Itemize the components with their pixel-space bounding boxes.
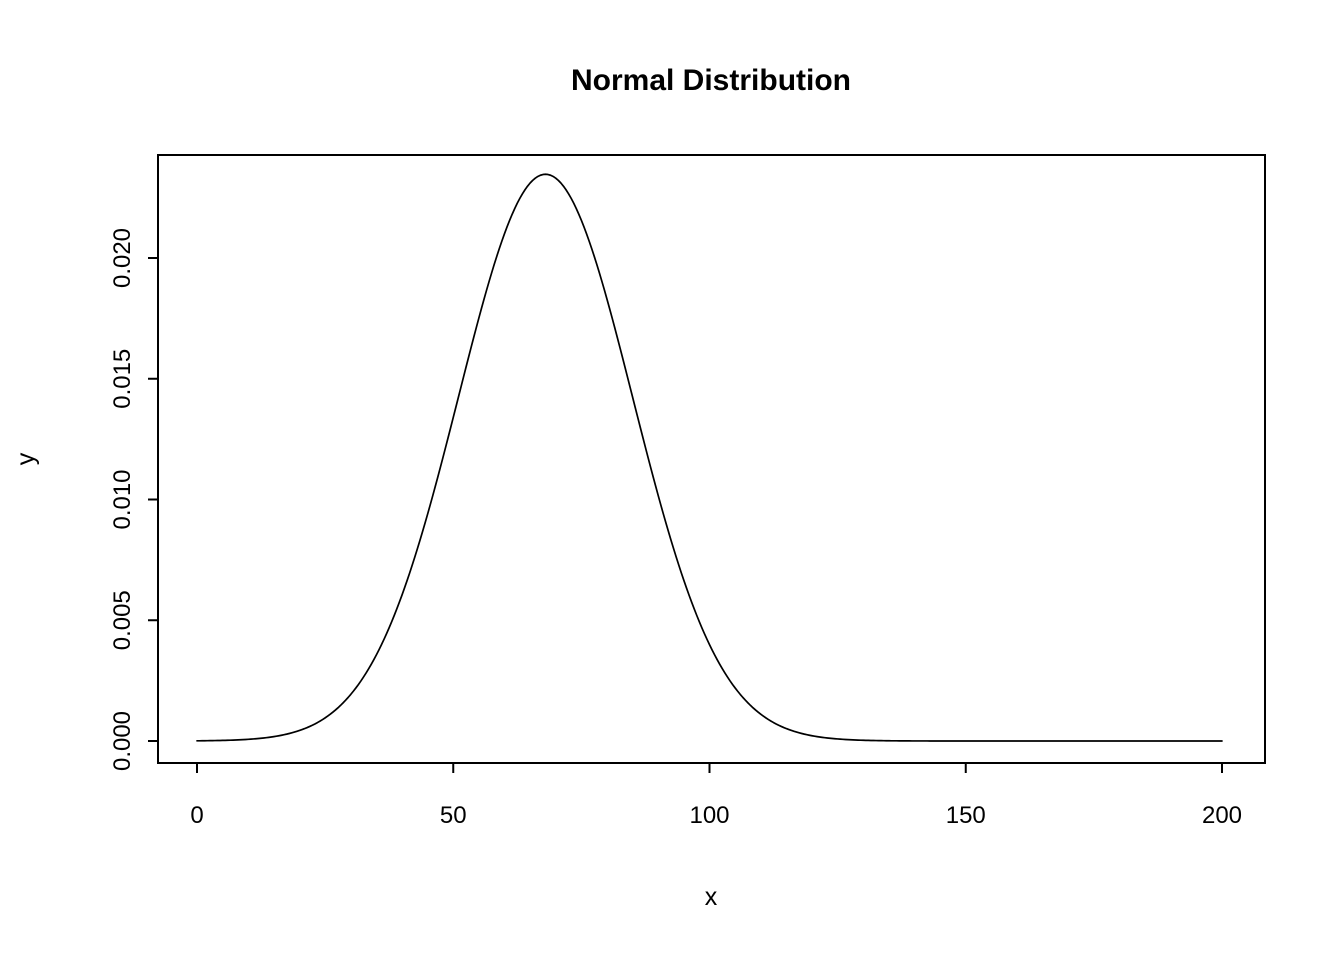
normal-density-curve xyxy=(196,173,1223,742)
y-tick-label: 0.010 xyxy=(109,469,136,529)
x-tick-label: 150 xyxy=(946,802,986,829)
x-tick-label: 100 xyxy=(689,802,729,829)
y-tick-label: 0.020 xyxy=(109,228,136,288)
y-tick-label: 0.000 xyxy=(109,711,136,771)
chart-title: Normal Distribution xyxy=(571,64,851,97)
y-tick-label: 0.005 xyxy=(109,590,136,650)
y-tick-label: 0.015 xyxy=(109,349,136,409)
x-axis-ticks: 0 50 100 150 200 xyxy=(190,763,1242,829)
plot-box xyxy=(157,154,1266,764)
y-axis-label: y xyxy=(12,452,40,465)
x-tick-label: 50 xyxy=(440,802,467,829)
x-tick-label: 200 xyxy=(1202,802,1242,829)
y-axis-ticks: 0.000 0.005 0.010 0.015 0.020 xyxy=(109,228,158,771)
x-tick-label: 0 xyxy=(190,802,203,829)
x-axis-label: x xyxy=(705,883,718,911)
